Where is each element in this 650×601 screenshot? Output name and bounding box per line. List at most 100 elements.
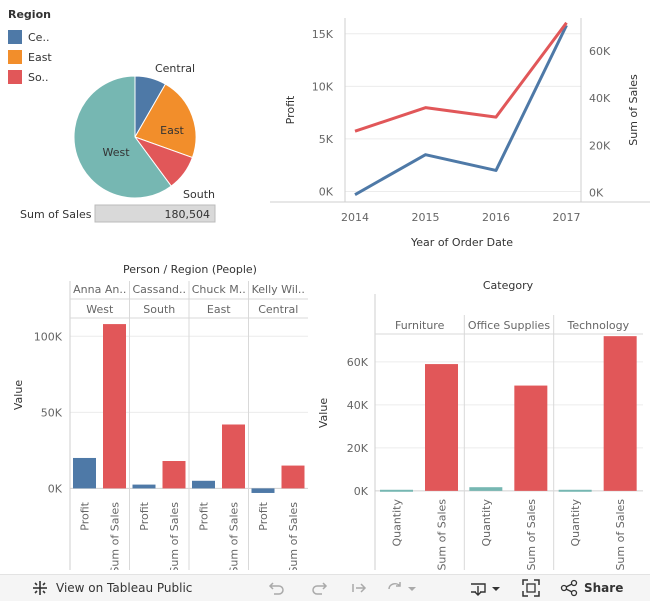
x-tick-label: 2017 — [553, 211, 581, 224]
region-header: West — [86, 303, 114, 316]
redo-icon[interactable] — [310, 580, 328, 596]
pie-slice-east — [134, 83, 197, 159]
y-right-tick-label: 20K — [589, 139, 611, 152]
revert-icon[interactable] — [350, 580, 368, 596]
legend-swatch — [8, 30, 22, 44]
y-right-tick-label: 40K — [589, 92, 611, 105]
toolbar: View on Tableau Public Share — [0, 574, 650, 601]
category-header: Office Supplies — [468, 319, 550, 332]
sales-summary-bar — [94, 204, 216, 223]
legend-swatch — [8, 50, 22, 64]
region-legend: Region Ce.. East So.. — [8, 8, 78, 87]
y-tick-label: 40K — [347, 399, 369, 412]
y-right-tick-label: 0K — [589, 187, 604, 200]
view-on-tableau-link[interactable]: View on Tableau Public — [32, 580, 192, 596]
person-header: Kelly Wil.. — [252, 283, 305, 296]
refresh-icon[interactable] — [386, 580, 418, 596]
x-tick-label: 2015 — [412, 211, 440, 224]
x-axis-label: Year of Order Date — [410, 236, 513, 249]
y-tick-label: 50K — [41, 406, 63, 419]
y-tick-label: 0K — [354, 485, 369, 498]
y-left-tick-label: 5K — [319, 133, 334, 146]
view-on-tableau-label: View on Tableau Public — [56, 581, 193, 595]
y-tick-label: 0K — [48, 482, 63, 495]
x-tick-label: 2016 — [482, 211, 510, 224]
y-left-tick-label: 15K — [312, 28, 334, 41]
fullscreen-icon[interactable] — [522, 579, 540, 597]
y-tick-label: 100K — [34, 330, 63, 343]
bar-sales — [222, 424, 245, 489]
category-bar-chart: Category Value 0K 20K 40K 60K Furniture Quantit… — [317, 279, 643, 570]
region-header: South — [143, 303, 175, 316]
measure-label: Profit — [198, 501, 211, 530]
measure-label: Sum of Sales — [287, 502, 300, 570]
bar-quantity — [558, 489, 592, 492]
bar-sales — [514, 385, 548, 491]
share-icon — [560, 579, 578, 597]
bar-sales — [603, 336, 637, 491]
y-left-tick-label: 0K — [319, 185, 334, 198]
share-label: Share — [584, 581, 624, 595]
person-header: Chuck M.. — [192, 283, 246, 296]
measure-label: Sum of Sales — [109, 502, 122, 570]
bar-sales — [162, 461, 186, 489]
region-pie-chart: Central East South West — [73, 62, 215, 201]
measure-label: Profit — [138, 501, 151, 530]
y-left-tick-label: 10K — [312, 80, 334, 93]
category-header: Technology — [567, 319, 630, 332]
share-button[interactable]: Share — [560, 579, 623, 597]
legend-swatch — [8, 70, 22, 84]
person-header: Cassand.. — [132, 283, 186, 296]
download-icon[interactable] — [470, 580, 502, 596]
legend-label: So.. — [28, 70, 49, 84]
bar-sales — [103, 324, 126, 489]
bar-profit — [192, 480, 215, 489]
measure-label: Sum of Sales — [614, 499, 627, 570]
chart-title: Category — [483, 279, 534, 292]
legend-title: Region — [8, 8, 51, 21]
y-tick-label: 20K — [347, 442, 369, 455]
y-tick-label: 60K — [347, 356, 369, 369]
bar-quantity — [380, 489, 413, 492]
legend-label: Ce.. — [28, 30, 50, 44]
legend-item-south[interactable]: So.. — [8, 67, 78, 87]
pie-label-south: South — [183, 188, 215, 201]
person-region-bar-chart: Person / Region (People) Value 0K 50K 100K An… — [12, 263, 308, 570]
bar-sales — [425, 364, 458, 491]
legend-label: East — [28, 50, 52, 64]
y-axis-label: Value — [317, 398, 330, 428]
profit-sales-line-chart: 0K 5K 10K 15K 0K 20K 40K 60K 2014 2015 2016 2017 Yea… — [270, 18, 650, 249]
y-right-tick-label: 60K — [589, 45, 611, 58]
bar-profit — [251, 488, 275, 493]
chart-title: Person / Region (People) — [123, 263, 257, 276]
measure-label: Profit — [257, 501, 270, 530]
tableau-logo-icon — [33, 581, 47, 595]
measure-label: Sum of Sales — [525, 499, 538, 570]
x-tick-label: 2014 — [341, 211, 369, 224]
sales-summary-value: 180,504 — [165, 208, 211, 221]
category-header: Furniture — [395, 319, 445, 332]
bar-sales — [281, 465, 305, 489]
person-header: Anna An.. — [73, 283, 126, 296]
legend-item-east[interactable]: East — [8, 47, 78, 67]
y-right-axis-label: Sum of Sales — [627, 74, 640, 146]
legend-item-central[interactable]: Ce.. — [8, 27, 78, 47]
measure-label: Quantity — [391, 499, 404, 547]
measure-label: Quantity — [480, 499, 493, 547]
bar-profit — [132, 484, 156, 489]
sales-summary: Sum of Sales 180,504 — [20, 204, 216, 223]
measure-label: Sum of Sales — [168, 502, 181, 570]
undo-icon[interactable] — [268, 580, 286, 596]
pie-slice-west — [73, 75, 172, 199]
sales-summary-label: Sum of Sales — [20, 208, 92, 221]
bar-quantity — [469, 487, 503, 491]
measure-label: Sum of Sales — [436, 499, 449, 570]
measure-label: Sum of Sales — [228, 502, 241, 570]
region-header: Central — [258, 303, 298, 316]
pie-label-west: West — [102, 146, 130, 159]
pie-label-east: East — [160, 124, 184, 137]
measure-label: Quantity — [569, 499, 582, 547]
measure-label: Profit — [79, 501, 92, 530]
y-left-axis-label: Profit — [284, 95, 297, 124]
y-axis-label: Value — [12, 380, 25, 410]
